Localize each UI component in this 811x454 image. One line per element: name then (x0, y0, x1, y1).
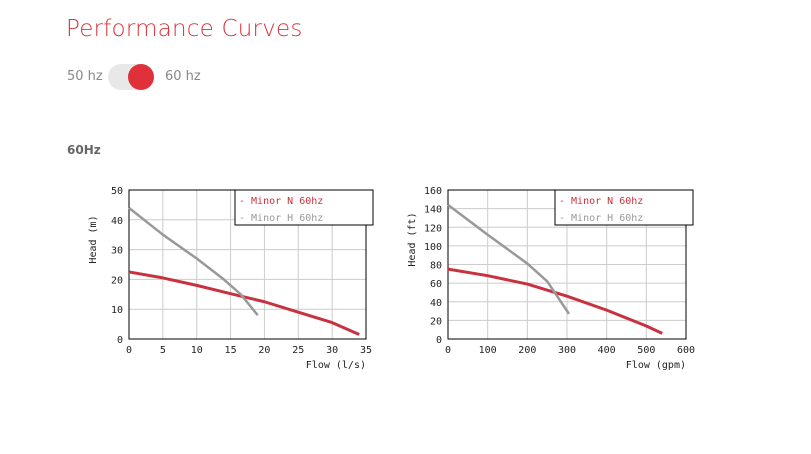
legend-box (234, 189, 374, 226)
x-tick-label: 10 (191, 345, 203, 356)
x-axis-label: Flow (l/s) (306, 360, 366, 371)
y-tick-label: 20 (111, 275, 123, 286)
series-line (128, 206, 259, 316)
y-tick-label: 30 (111, 246, 123, 257)
y-tick-label: 140 (424, 205, 442, 216)
x-tick-label: 0 (126, 345, 132, 356)
toggle-knob[interactable] (128, 64, 154, 90)
y-tick-label: 40 (430, 298, 442, 309)
x-tick-label: 35 (360, 345, 372, 356)
x-tick-label: 5 (160, 345, 166, 356)
y-tick-label: 0 (117, 335, 123, 346)
y-tick-label: 120 (424, 223, 442, 234)
x-tick-label: 400 (598, 345, 616, 356)
series-line (128, 270, 360, 336)
x-tick-label: 200 (518, 345, 536, 356)
legend-entry: - Minor N 60hz (239, 196, 323, 207)
section-title: 60Hz (67, 143, 101, 157)
toggle-label-50hz[interactable]: 50 hz (67, 69, 103, 84)
x-tick-label: 300 (558, 345, 576, 356)
y-tick-label: 0 (436, 335, 442, 346)
x-axis-label: Flow (gpm) (626, 360, 686, 371)
x-tick-label: 0 (445, 345, 451, 356)
x-tick-label: 500 (637, 345, 655, 356)
y-tick-label: 50 (111, 186, 123, 197)
y-tick-label: 10 (111, 305, 123, 316)
x-tick-label: 25 (292, 345, 304, 356)
y-tick-label: 160 (424, 186, 442, 197)
y-tick-label: 40 (111, 216, 123, 227)
y-axis-label: Head (ft) (407, 212, 418, 266)
y-tick-label: 100 (424, 242, 442, 253)
page-title: Performance Curves (66, 16, 303, 42)
frequency-toggle[interactable] (108, 64, 154, 90)
x-tick-label: 600 (677, 345, 695, 356)
toggle-label-60hz[interactable]: 60 hz (165, 69, 201, 84)
series-line (447, 203, 571, 315)
y-axis-label: Head (m) (88, 215, 99, 263)
legend-entry: - Minor H 60hz (559, 213, 643, 224)
legend-entry: - Minor N 60hz (559, 196, 643, 207)
x-tick-label: 30 (326, 345, 338, 356)
y-tick-label: 20 (430, 316, 442, 327)
x-tick-label: 15 (225, 345, 237, 356)
y-tick-label: 80 (430, 261, 442, 272)
series-line (447, 267, 663, 335)
y-tick-label: 60 (430, 279, 442, 290)
x-tick-label: 100 (479, 345, 497, 356)
x-tick-label: 20 (258, 345, 270, 356)
legend-entry: - Minor H 60hz (239, 213, 323, 224)
legend-box (554, 189, 694, 226)
